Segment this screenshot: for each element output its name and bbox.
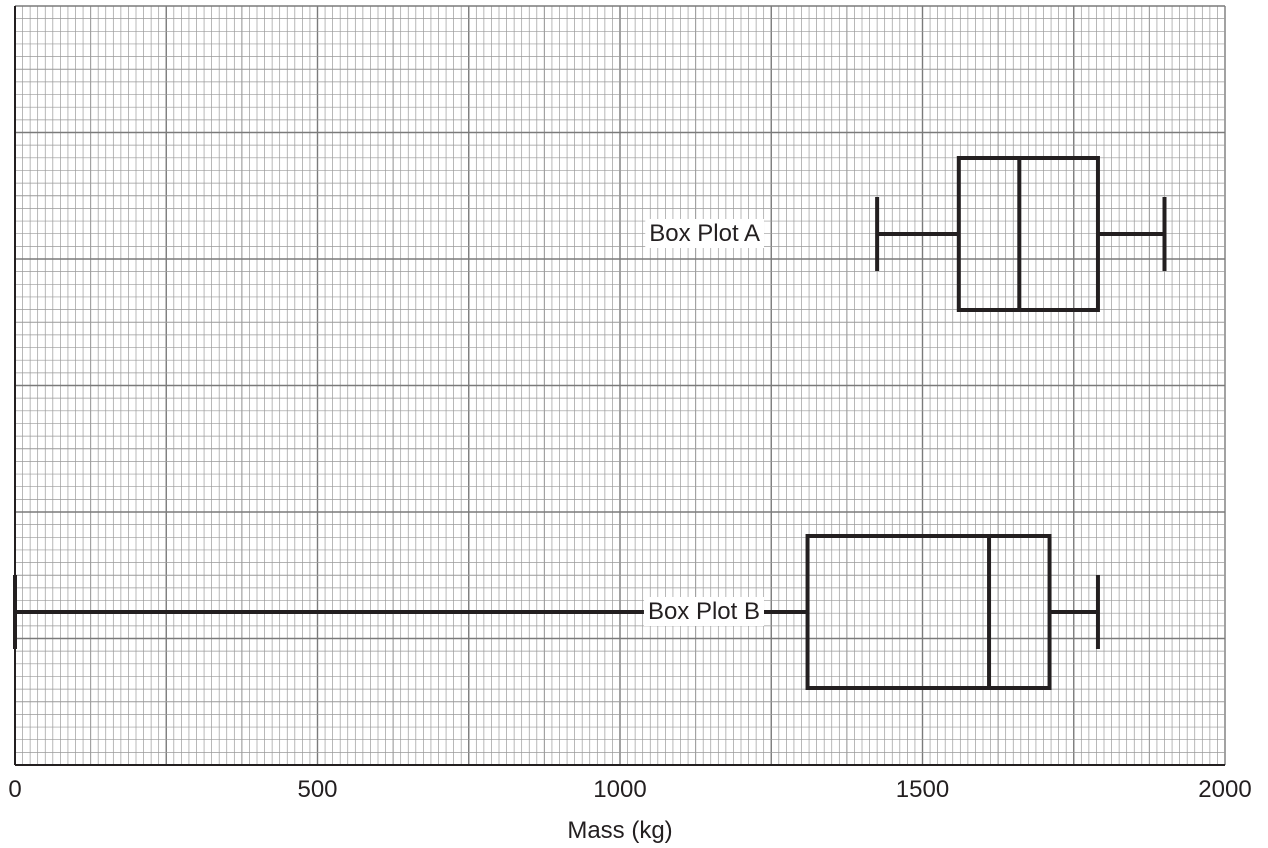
iqr-box bbox=[805, 534, 1052, 690]
series-label-background bbox=[643, 597, 764, 626]
series-label: Box Plot B bbox=[648, 598, 760, 625]
series-label-background bbox=[645, 219, 764, 248]
iqr-box bbox=[956, 156, 1100, 312]
x-tick-label: 2000 bbox=[1198, 776, 1251, 803]
box-plot-a: Box Plot A bbox=[645, 156, 1167, 312]
box-plot-b: Box Plot B bbox=[13, 534, 1100, 690]
box-plots: Box Plot A Box Plot B bbox=[13, 156, 1167, 690]
x-tick-label: 1000 bbox=[593, 776, 646, 803]
x-tick-label: 1500 bbox=[896, 776, 949, 803]
x-axis-title: Mass (kg) bbox=[567, 817, 672, 844]
x-tick-label: 500 bbox=[297, 776, 337, 803]
grid bbox=[14, 5, 1226, 766]
x-tick-labels: 0 500 1000 1500 2000 bbox=[8, 776, 1251, 803]
x-tick-label: 0 bbox=[8, 776, 21, 803]
series-label: Box Plot A bbox=[649, 220, 760, 247]
